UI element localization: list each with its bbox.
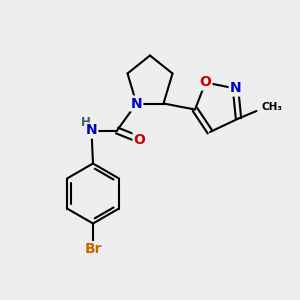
Text: N: N — [131, 97, 142, 110]
Text: N: N — [86, 124, 97, 137]
Text: Br: Br — [84, 242, 102, 256]
Text: N: N — [230, 82, 241, 95]
Text: CH₃: CH₃ — [261, 101, 282, 112]
Text: O: O — [134, 133, 146, 146]
Text: H: H — [81, 116, 91, 129]
Text: O: O — [200, 76, 211, 89]
